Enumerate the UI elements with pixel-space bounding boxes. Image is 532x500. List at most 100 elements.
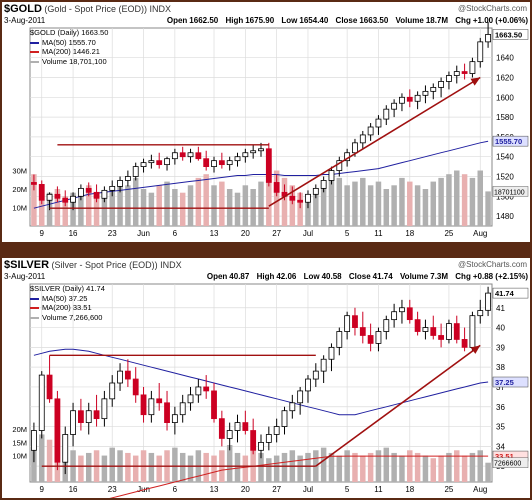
silver-candle — [109, 382, 116, 400]
silver-x-tick-label: 11 — [374, 485, 383, 494]
gold-candle — [211, 160, 217, 168]
gold-volume-bar — [125, 185, 131, 226]
gold-volume-bar — [485, 191, 491, 226]
silver-volume-bar — [391, 452, 397, 482]
silver-candle — [101, 398, 108, 420]
gold-date: 3-Aug-2011 — [4, 16, 46, 25]
silver-volume-bar — [336, 455, 343, 482]
silver-candle — [70, 410, 76, 435]
silver-volume-bar — [485, 462, 491, 482]
gold-legend-ma200: MA(200) 1446.21 — [30, 47, 108, 57]
gold-candle — [453, 71, 460, 76]
silver-candle — [281, 410, 288, 427]
silver-y-tick-label: 35 — [496, 423, 505, 432]
gold-volume-bar — [375, 181, 382, 226]
silver-volume-bar — [203, 452, 209, 482]
gold-volume-bar — [85, 185, 92, 226]
gold-x-tick-label: 16 — [69, 229, 78, 238]
gold-candle — [273, 182, 280, 193]
gold-x-tick-label: Aug — [473, 229, 487, 238]
gold-volume-bar — [234, 192, 241, 226]
silver-candle — [187, 394, 194, 404]
gold-y-tick-label: 1480 — [496, 212, 514, 221]
gold-candle — [54, 193, 61, 199]
gold-volume-bar — [352, 181, 358, 226]
silver-x-tick-label: 18 — [405, 485, 414, 494]
gold-credit: @StockCharts.com — [457, 4, 527, 13]
silver-y-tick-label: 39 — [496, 343, 505, 352]
gold-volume-bar — [360, 177, 366, 226]
gold-volume-bar — [391, 185, 397, 226]
gold-candle — [446, 75, 452, 82]
gold-legend-ma50: MA(50) 1555.70 — [30, 38, 108, 48]
gold-candle — [234, 156, 241, 162]
gold-x-tick-label: 23 — [108, 229, 117, 238]
silver-candle — [446, 323, 452, 340]
gold-candle — [203, 158, 210, 167]
silver-candle — [242, 422, 249, 431]
silver-candle — [195, 386, 202, 396]
gold-volume-bar — [446, 174, 452, 226]
gold-candle — [352, 142, 358, 154]
gold-x-tick-label: 20 — [241, 229, 250, 238]
silver-volume-bar — [172, 447, 178, 482]
silver-candle — [375, 331, 382, 344]
silver-legend-price: $SILVER (Daily) 41.74 — [30, 284, 105, 293]
silver-y-tick-label: 36 — [496, 403, 505, 412]
silver-candle — [485, 292, 491, 311]
silver-candle — [156, 398, 163, 404]
gold-x-tick-label: Jul — [303, 229, 313, 238]
gold-candle — [31, 182, 37, 185]
gold-y-tick-label: 1520 — [496, 173, 514, 182]
gold-candle — [70, 195, 76, 203]
gold-candle — [93, 191, 100, 199]
gold-candle — [62, 197, 69, 203]
gold-candle — [320, 180, 327, 189]
gold-candle — [305, 193, 311, 203]
gold-volume-tick-label: 10M — [12, 204, 27, 213]
silver-ohlc-bar: 3-Aug-2011 Open 40.87 High 42.06 Low 40.58 … — [4, 272, 528, 282]
silver-volume-bar — [187, 455, 194, 482]
gold-price-plot: 1480150015201540156015801600162016409162… — [12, 22, 529, 238]
silver-price-plot: 33343536373839404191623Jun6132027Jul5111… — [12, 283, 529, 498]
gold-candle — [297, 199, 304, 203]
gold-candle — [140, 162, 147, 167]
silver-x-tick-label: 20 — [241, 485, 250, 494]
silver-ohlc-values: Open 40.87 High 42.06 Low 40.58 Close 41.74 … — [206, 272, 528, 281]
gold-volume-bar — [101, 192, 108, 226]
silver-volume-bar — [39, 434, 45, 482]
silver-volume-bar — [242, 455, 249, 482]
gold-candle — [187, 152, 194, 158]
gold-candle — [156, 160, 163, 166]
silver-legend: $SILVER (Daily) 41.74 MA(50) 37.25 MA(20… — [30, 284, 105, 322]
silver-volume-tag: 7266600 — [494, 461, 521, 468]
gold-candle — [38, 184, 45, 201]
gold-volume-bar — [148, 192, 155, 226]
silver-volume-bar — [344, 450, 350, 482]
silver-candle — [328, 346, 335, 360]
gold-volume-bar — [203, 174, 209, 226]
gold-candle — [77, 187, 84, 197]
gold-candle — [85, 187, 92, 193]
gold-volume-bar — [281, 177, 288, 226]
silver-candle — [179, 402, 186, 416]
silver-volume-bar — [328, 452, 335, 482]
gold-candle — [469, 61, 476, 74]
gold-volume-bar — [156, 185, 162, 226]
gold-last-price-tag-box — [492, 29, 529, 40]
gold-candle — [328, 170, 335, 181]
silver-volume-bar — [422, 455, 429, 482]
gold-candle — [179, 152, 186, 158]
gold-candle — [438, 81, 445, 88]
silver-volume-tick-label: 15M — [12, 438, 27, 447]
gold-volume-bar — [273, 170, 280, 226]
silver-candle — [38, 374, 45, 431]
gold-volume-bar — [266, 163, 272, 226]
silver-candle — [469, 315, 476, 348]
silver-ma50-tag-box — [492, 376, 529, 388]
silver-candle — [391, 311, 398, 321]
silver-title: $SILVER (Silver - Spot Price (EOD)) INDX — [4, 259, 528, 271]
silver-volume-bar — [31, 445, 37, 482]
silver-volume-bar — [109, 447, 115, 482]
gold-volume-bar — [336, 177, 343, 226]
